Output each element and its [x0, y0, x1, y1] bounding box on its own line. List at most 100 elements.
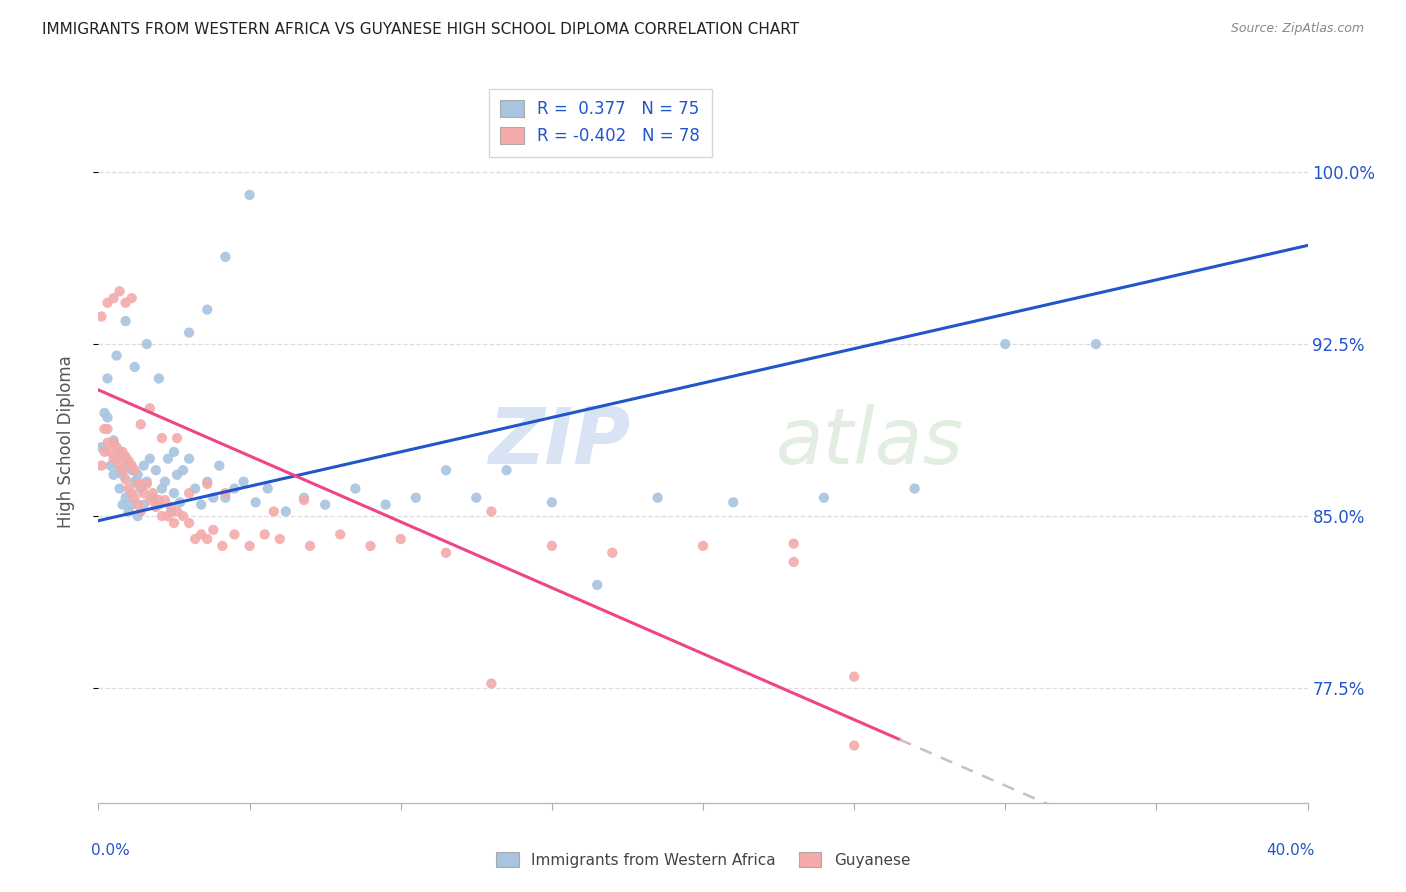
Point: [156, 451, 179, 466]
Point: [118, 458, 141, 473]
Point: [96, 295, 118, 310]
Point: [100, 445, 122, 459]
Point: [103, 451, 125, 466]
Point: [132, 498, 155, 512]
Point: [202, 523, 225, 537]
Point: [108, 458, 131, 473]
Point: [179, 451, 201, 466]
Point: [299, 539, 322, 553]
Point: [139, 401, 162, 416]
Point: [118, 454, 141, 468]
Point: [208, 458, 231, 473]
Point: [783, 555, 806, 569]
Text: atlas: atlas: [776, 403, 963, 480]
Point: [190, 527, 212, 541]
Point: [239, 539, 262, 553]
Point: [96, 435, 118, 450]
Point: [405, 491, 427, 505]
Point: [114, 314, 136, 328]
Point: [111, 463, 134, 477]
Point: [142, 491, 165, 505]
Point: [139, 493, 162, 508]
Point: [360, 539, 382, 553]
Point: [105, 349, 128, 363]
Point: [481, 504, 503, 518]
Point: [108, 285, 131, 299]
Point: [292, 491, 315, 505]
Point: [103, 291, 125, 305]
Point: [103, 435, 125, 450]
Point: [114, 295, 136, 310]
Point: [245, 495, 267, 509]
Point: [121, 498, 143, 512]
Point: [129, 504, 152, 518]
Point: [904, 482, 927, 496]
Point: [111, 445, 134, 459]
Point: [172, 463, 194, 477]
Point: [93, 422, 115, 436]
Point: [344, 482, 367, 496]
Point: [127, 467, 149, 482]
Point: [184, 532, 207, 546]
Point: [114, 450, 136, 464]
Point: [163, 486, 186, 500]
Point: [129, 477, 152, 491]
Point: [495, 463, 517, 477]
Point: [135, 337, 157, 351]
Point: [389, 532, 412, 546]
Point: [214, 486, 236, 500]
Text: ZIP: ZIP: [488, 403, 630, 480]
Point: [105, 451, 128, 466]
Point: [274, 504, 297, 518]
Point: [195, 532, 218, 546]
Point: [166, 504, 188, 518]
Text: Source: ZipAtlas.com: Source: ZipAtlas.com: [1230, 22, 1364, 36]
Point: [135, 477, 157, 491]
Point: [127, 498, 149, 512]
Point: [179, 516, 201, 530]
Text: IMMIGRANTS FROM WESTERN AFRICA VS GUYANESE HIGH SCHOOL DIPLOMA CORRELATION CHART: IMMIGRANTS FROM WESTERN AFRICA VS GUYANE…: [42, 22, 799, 37]
Point: [166, 467, 188, 482]
Point: [150, 482, 173, 496]
Point: [145, 500, 167, 514]
Point: [374, 498, 396, 512]
Point: [723, 495, 745, 509]
Point: [153, 493, 176, 508]
Point: [145, 463, 167, 477]
Point: [129, 417, 152, 432]
Point: [647, 491, 669, 505]
Point: [172, 509, 194, 524]
Point: [163, 445, 186, 459]
Point: [195, 477, 218, 491]
Point: [156, 509, 179, 524]
Legend: Immigrants from Western Africa, Guyanese: Immigrants from Western Africa, Guyanese: [488, 844, 918, 875]
Point: [190, 498, 212, 512]
Point: [148, 493, 170, 508]
Point: [121, 458, 143, 473]
Point: [994, 337, 1017, 351]
Point: [114, 491, 136, 505]
Point: [166, 431, 188, 445]
Point: [211, 539, 233, 553]
Point: [127, 477, 149, 491]
Point: [692, 539, 714, 553]
Point: [269, 532, 291, 546]
Point: [202, 491, 225, 505]
Point: [124, 463, 146, 477]
Point: [179, 486, 201, 500]
Point: [844, 670, 866, 684]
Point: [195, 475, 218, 489]
Point: [139, 451, 162, 466]
Point: [127, 509, 149, 524]
Point: [129, 482, 152, 496]
Point: [150, 509, 173, 524]
Point: [118, 504, 141, 518]
Point: [232, 475, 254, 489]
Point: [813, 491, 835, 505]
Point: [148, 371, 170, 385]
Point: [314, 498, 336, 512]
Point: [111, 467, 134, 482]
Point: [214, 250, 236, 264]
Point: [93, 406, 115, 420]
Y-axis label: High School Diploma: High School Diploma: [56, 355, 75, 528]
